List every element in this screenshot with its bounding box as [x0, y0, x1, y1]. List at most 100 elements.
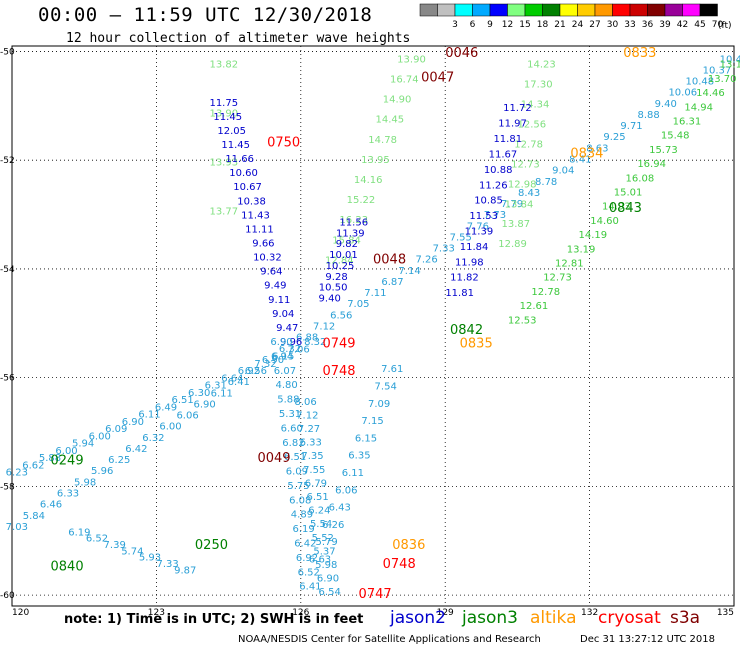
- swh-value-label: 5.79: [315, 537, 337, 548]
- pass-time-label: 0843: [609, 201, 642, 216]
- swh-value-label: 5.93: [139, 553, 161, 564]
- swh-value-label: 6.25: [108, 455, 130, 466]
- swh-value-label: 6.51: [284, 452, 306, 463]
- swh-value-label: 11.81: [493, 134, 522, 145]
- swh-value-label: 17.30: [524, 80, 553, 91]
- swh-value-label: 6.56: [245, 366, 267, 377]
- generated-timestamp: Dec 31 13:27:12 UTC 2018: [580, 634, 715, 645]
- swh-value-label: 5.88: [277, 395, 299, 406]
- swh-value-label: 10.50: [319, 283, 348, 294]
- swh-value-label: 10.06: [668, 88, 697, 99]
- swh-value-label: 11.26: [479, 180, 508, 191]
- swh-value-label: 12.98: [508, 179, 537, 190]
- swh-value-label: 15.73: [649, 145, 678, 156]
- swh-value-label: 13.13: [720, 60, 740, 71]
- pass-time-label: 0048: [373, 252, 406, 267]
- pass-time-label: 0750: [267, 136, 300, 151]
- swh-value-label: 13.87: [501, 219, 530, 230]
- swh-value-label: 12.73: [511, 159, 540, 170]
- swh-value-label: 15.48: [661, 131, 690, 142]
- swh-value-label: 15.84: [332, 235, 361, 246]
- swh-value-label: 10.37: [703, 65, 732, 76]
- swh-value-label: 7.76: [467, 221, 489, 232]
- swh-value-label: 6.00: [159, 422, 181, 433]
- swh-value-label: 6.19: [292, 524, 314, 535]
- swh-value-label: 6.11: [342, 468, 364, 479]
- swh-value-label: 8.06: [294, 397, 316, 408]
- y-tick-label: -60: [0, 591, 15, 601]
- scale-tick-label: 21: [554, 20, 565, 30]
- swh-value-label: 11.66: [225, 154, 254, 165]
- swh-value-label: 14.60: [590, 216, 619, 227]
- swh-value-label: 12.78: [531, 287, 560, 298]
- x-tick-label: 129: [437, 608, 454, 618]
- swh-value-label: 6.90: [270, 337, 292, 348]
- swh-value-label: 12.56: [518, 120, 547, 131]
- swh-value-label: 8.43: [518, 188, 540, 199]
- scale-tick-label: 12: [502, 20, 513, 30]
- swh-value-label: 12.89: [498, 239, 527, 250]
- swh-value-label: 10.48: [686, 77, 715, 88]
- swh-value-label: 7.05: [347, 299, 369, 310]
- swh-value-label: 14.19: [578, 230, 607, 241]
- mission-label-jason2: jason2: [390, 608, 446, 628]
- swh-value-label: 6.90: [262, 355, 284, 366]
- swh-value-label: 5.98: [74, 477, 96, 488]
- swh-value-label: 6.35: [348, 451, 370, 462]
- swh-value-label: 6.52: [86, 534, 108, 545]
- swh-value-label: 6.88: [296, 333, 318, 344]
- swh-value-label: 8.32: [304, 337, 326, 348]
- swh-value-label: 10.60: [229, 168, 258, 179]
- swh-value-label: 11.11: [245, 224, 274, 235]
- swh-value-label: 14.94: [684, 102, 713, 113]
- swh-value-label: 11.97: [498, 119, 527, 130]
- pass-time-label: 0250: [195, 538, 228, 553]
- swh-value-label: 11.39: [336, 228, 365, 239]
- mission-label-cryosat: cryosat: [598, 608, 661, 628]
- swh-value-label: 11.56: [339, 217, 368, 228]
- swh-value-label: 5.54: [310, 519, 332, 530]
- x-tick-label: 120: [12, 608, 29, 618]
- swh-value-label: 7.09: [368, 399, 390, 410]
- swh-value-label: 6.11: [211, 388, 233, 399]
- swh-value-label: 6.62: [22, 460, 44, 471]
- swh-value-label: 12.73: [543, 273, 572, 284]
- swh-value-label: 6.09: [286, 467, 308, 478]
- swh-value-label: 6.33: [57, 488, 79, 499]
- swh-value-label: 7.26: [416, 255, 438, 266]
- swh-value-label: 9.40: [319, 294, 341, 305]
- swh-value-label: 4.80: [276, 380, 298, 391]
- swh-value-label: 6.41: [228, 377, 250, 388]
- pass-time-label: 0833: [623, 46, 656, 61]
- scale-tick-label: 18: [537, 20, 549, 30]
- swh-value-label: 6.87: [381, 277, 403, 288]
- swh-value-label: 9.04: [272, 309, 294, 320]
- swh-value-label: 9.96: [280, 337, 302, 348]
- swh-value-label: 5.52: [312, 533, 334, 544]
- swh-value-label: 6.11: [138, 410, 160, 421]
- swh-value-label: 7.33: [433, 244, 455, 255]
- swh-value-label: 12.84: [325, 255, 354, 266]
- swh-value-label: 6.30: [188, 388, 210, 399]
- swh-value-label: 8.78: [535, 177, 557, 188]
- scale-tick-label: 36: [642, 20, 654, 30]
- pass-time-label: 0249: [51, 454, 84, 469]
- swh-value-label: 8.88: [637, 110, 659, 121]
- swh-value-label: 6.23: [6, 468, 28, 479]
- swh-value-label: 6.92: [238, 366, 260, 377]
- swh-value-label: 6.33: [300, 438, 322, 449]
- swh-value-label: 6.64: [221, 373, 243, 384]
- swh-value-label: 10.67: [233, 182, 262, 193]
- scale-tick-label: 24: [572, 20, 584, 30]
- scale-tick-label: 3: [452, 20, 458, 30]
- swh-value-label: 6.19: [68, 527, 90, 538]
- swh-value-label: 6.41: [299, 582, 321, 593]
- swh-value-label: 6.60: [281, 423, 303, 434]
- swh-value-label: 13.77: [209, 207, 238, 218]
- swh-value-label: 16.08: [626, 173, 655, 184]
- swh-value-label: 14.45: [376, 115, 405, 126]
- scale-tick-label: 9: [487, 20, 493, 30]
- mission-label-altika: altika: [530, 608, 577, 628]
- swh-value-label: 7.12: [313, 321, 335, 332]
- swh-value-label: 5.31: [279, 409, 301, 420]
